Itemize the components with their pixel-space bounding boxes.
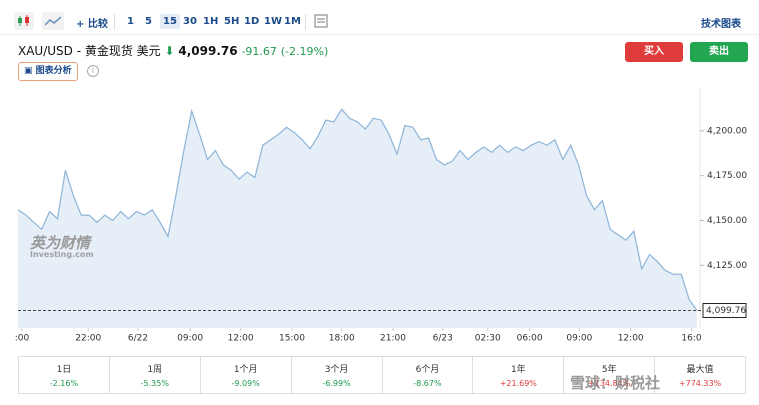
interval-button[interactable]: 1H (203, 16, 219, 27)
divider (114, 14, 115, 30)
price-line (17, 108, 698, 311)
watermark: 英为财情 Investing.com (30, 236, 94, 259)
interval-button[interactable]: 5H (224, 16, 240, 27)
change: +134.84% (588, 379, 631, 388)
x-tick-label: 6/23 (433, 334, 453, 344)
interval-button[interactable]: 1M (284, 16, 301, 27)
last-price-box (702, 303, 747, 319)
interval-button[interactable]: 30 (183, 16, 197, 27)
x-tick-label: 09:00 (177, 334, 203, 344)
interval-button[interactable]: 1 (127, 16, 134, 27)
period: 5年 (601, 365, 617, 375)
change: -91.67 (241, 45, 277, 58)
interval-button[interactable]: 1W (264, 16, 282, 27)
performance-cell[interactable]: 6个月 -8.67% (383, 357, 474, 393)
area-fill (18, 109, 697, 328)
x-tick-label: 02:30 (475, 334, 501, 344)
change: -8.67% (413, 379, 442, 388)
compare-label: 比较 (87, 19, 108, 30)
period: 3个月 (324, 365, 349, 375)
y-tick-label: 4,200.00 (707, 126, 747, 136)
interval-button[interactable]: 5 (145, 16, 152, 27)
info-icon[interactable]: i (87, 65, 99, 77)
performance-cell[interactable]: 1日 -2.16% (19, 357, 110, 393)
change-pct: (-2.19%) (280, 45, 329, 58)
footer-watermark: 雪球：财税社 (570, 374, 661, 392)
settings-icon[interactable] (314, 14, 328, 28)
change: -2.16% (49, 379, 79, 388)
x-tick-label: 15:00 (279, 334, 305, 344)
performance-cell[interactable]: 1周 -5.35% (110, 357, 201, 393)
performance-cell[interactable]: 最大值 +774.33% (655, 357, 745, 393)
interval-button[interactable]: 15 (160, 14, 180, 29)
watermark-brand: 英为财情 (30, 234, 91, 252)
tech-chart-link[interactable]: 技术图表 (701, 19, 741, 30)
change: -6.99% (322, 379, 351, 388)
x-tick-label: 6/22 (128, 334, 148, 344)
watermark-site: Investing.com (30, 250, 94, 259)
period: 1年 (510, 365, 526, 375)
buy-button[interactable]: 买入 (625, 42, 683, 62)
x-tick-label: :00 (15, 334, 30, 344)
performance-cell[interactable]: 5年 +134.84% (564, 357, 656, 393)
x-tick-label: 16:0 (681, 334, 701, 344)
period: 1周 (147, 365, 163, 375)
period: 1个月 (233, 365, 258, 375)
x-tick-label: 12:00 (618, 334, 644, 344)
performance-cell[interactable]: 1年 +21.69% (473, 357, 565, 393)
performance-cell[interactable]: 3个月 -6.99% (292, 357, 383, 393)
chart: 4,125.00 4,150.00 4,175.00 4,200.00 :00 22:00… (15, 88, 747, 344)
x-tick-label: 21:00 (380, 334, 406, 344)
period: 1日 (56, 365, 72, 375)
y-tick-label: 4,125.00 (707, 261, 747, 271)
x-tick-label: 09:00 (566, 334, 592, 344)
analysis-button[interactable]: ▣ 图表分析 (18, 62, 78, 81)
divider (305, 14, 306, 30)
y-tick-label: 4,150.00 (707, 216, 747, 226)
performance-cell[interactable]: 1个月 -9.09% (201, 357, 292, 393)
interval-button[interactable]: 1D (244, 16, 260, 27)
last-price-label: 4,099.76 (706, 306, 746, 316)
quote-line: XAU/USD - 黄金现货 美元 ⬇ 4,099.76 -91.67 (-2.… (18, 42, 328, 59)
change: -9.09% (231, 379, 260, 388)
x-tick-label: 22:00 (75, 334, 101, 344)
analysis-label: 图表分析 (35, 66, 72, 76)
change: +774.33% (678, 379, 722, 388)
change: +21.69% (499, 379, 537, 388)
y-tick-label: 4,175.00 (707, 171, 747, 181)
chart-type-icons[interactable] (14, 12, 68, 30)
x-tick-label: 12:00 (228, 334, 254, 344)
x-tick-label: 18:00 (329, 334, 355, 344)
performance-table: 1日 -2.16% 1周 -5.35% 1个月 -9.09% 3个月 -6.99% 6个月 -8.… (18, 356, 746, 394)
down-arrow: ⬇ (164, 44, 175, 58)
x-tick-label: 06:00 (517, 334, 543, 344)
period: 最大值 (686, 365, 714, 375)
change: -5.35% (140, 379, 169, 388)
price: 4,099.76 (178, 44, 238, 58)
sell-button[interactable]: 卖出 (690, 42, 748, 62)
period: 6个月 (415, 365, 440, 375)
separator (0, 34, 759, 35)
symbol: XAU/USD - 黄金现货 美元 (18, 44, 161, 58)
compare-button[interactable]: + 比较 (76, 19, 108, 30)
